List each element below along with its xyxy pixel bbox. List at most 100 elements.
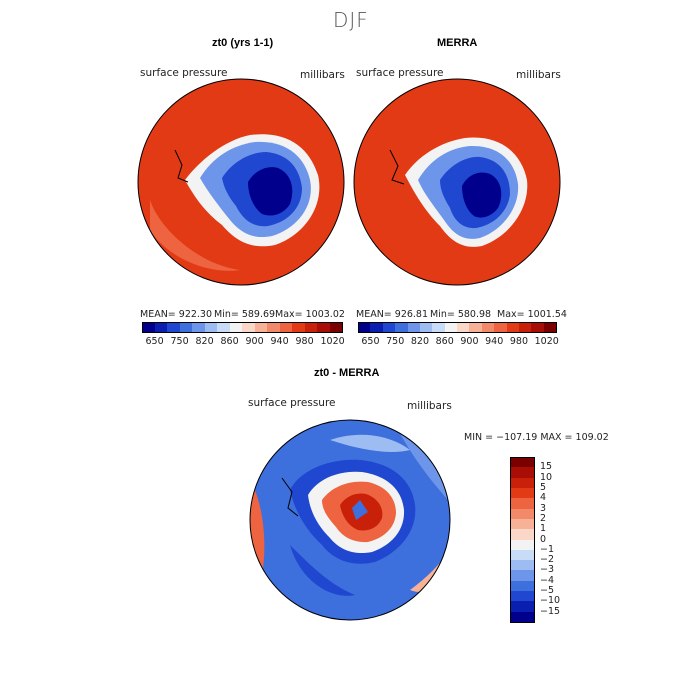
colorbar-tick-label: 940: [485, 336, 504, 347]
colorbar-tick-label: 650: [361, 336, 380, 347]
colorbar-tick-label: 650: [145, 336, 164, 347]
panel3-colorbar-ticks: 15 10 5 4 3 2 1 0 −1 −2 −3 −4 −5 −10 −15: [540, 457, 580, 622]
colorbar-tick-label: 820: [195, 336, 214, 347]
colorbar-tick-label: −4: [540, 574, 555, 586]
colorbar-tick-label: 2: [540, 512, 547, 524]
colorbar-cell: [154, 322, 168, 333]
panel3-range: MIN = −107.19 MAX = 109.02: [464, 432, 609, 443]
panel3-units-label: millibars: [407, 400, 452, 412]
colorbar-tick-label: 750: [386, 336, 405, 347]
panel1-units-label: millibars: [300, 69, 345, 81]
colorbar-tick-label: 980: [509, 336, 529, 347]
colorbar-tick-label: −5: [540, 585, 555, 597]
panel1-colorbar: [142, 322, 343, 333]
colorbar-cell: [254, 322, 268, 333]
panel1-min: Min= 589.69: [214, 309, 276, 320]
colorbar-cell: [358, 322, 371, 333]
colorbar-cell: [204, 322, 218, 333]
colorbar-cell: [395, 322, 408, 333]
colorbar-cell: [510, 457, 535, 468]
colorbar-cell: [494, 322, 507, 333]
colorbar-cell: [510, 601, 535, 613]
colorbar-cell: [192, 322, 205, 333]
colorbar-cell: [510, 508, 535, 520]
colorbar-cell: [279, 322, 293, 333]
colorbar-tick-label: 900: [460, 336, 479, 347]
panel1-mean: MEAN= 922.30: [140, 309, 213, 320]
colorbar-cell: [481, 322, 495, 333]
colorbar-tick-label: 980: [295, 336, 314, 347]
colorbar-cell: [510, 529, 535, 540]
panel2-mean: MEAN= 926.81: [356, 309, 429, 320]
colorbar-tick-label: 1: [540, 523, 547, 535]
colorbar-cell: [304, 322, 318, 333]
panel1-colorbar-ticks: 650 750 820 860 900 940 980 1020: [142, 336, 345, 348]
colorbar-tick-label: 10: [540, 471, 553, 483]
colorbar-tick-label: −15: [540, 605, 561, 617]
colorbar-cell: [510, 611, 535, 623]
colorbar-cell: [419, 322, 433, 333]
colorbar-cell: [510, 467, 535, 479]
panel3-title: zt0 - MERRA: [314, 367, 380, 379]
panel2-units-label: millibars: [516, 69, 561, 81]
panel3-colorbar: [510, 457, 535, 623]
colorbar-tick-label: 5: [540, 481, 547, 493]
colorbar-cell: [179, 322, 193, 333]
colorbar-cell: [518, 322, 532, 333]
colorbar-tick-label: 15: [540, 461, 553, 473]
colorbar-tick-label: 940: [270, 336, 289, 347]
colorbar-cell: [506, 322, 520, 333]
panel2-colorbar: [358, 322, 557, 333]
colorbar-tick-label: −3: [540, 564, 555, 576]
panel1-max: Max= 1003.02: [275, 309, 345, 320]
colorbar-cell: [531, 322, 545, 333]
colorbar-cell: [510, 549, 535, 561]
figure-title: DJF: [333, 8, 369, 32]
colorbar-cell: [267, 322, 280, 333]
colorbar-cell: [444, 322, 458, 333]
colorbar-cell: [469, 322, 483, 333]
panel2-colorbar-ticks: 650 750 820 860 900 940 980 1020: [358, 336, 559, 348]
colorbar-tick-label: 820: [410, 336, 430, 347]
colorbar-tick-label: 1020: [534, 336, 559, 347]
colorbar-cell: [329, 322, 343, 333]
colorbar-tick-label: 860: [220, 336, 239, 347]
colorbar-tick-label: 1020: [320, 336, 345, 347]
panel1-title: zt0 (yrs 1-1): [212, 37, 274, 49]
colorbar-tick-label: 3: [540, 502, 547, 514]
colorbar-cell: [370, 322, 384, 333]
colorbar-tick-label: −10: [540, 595, 561, 607]
colorbar-cell: [407, 322, 421, 333]
panel3-variable-label: surface pressure: [248, 397, 336, 409]
panel2-variable-label: surface pressure: [356, 67, 444, 79]
colorbar-tick-label: 0: [540, 533, 547, 545]
colorbar-cell: [242, 322, 255, 333]
panel2-min: Min= 580.98: [430, 309, 492, 320]
colorbar-cell: [510, 487, 535, 499]
colorbar-cell: [510, 560, 535, 571]
colorbar-cell: [510, 570, 535, 582]
colorbar-cell: [229, 322, 243, 333]
colorbar-cell: [510, 591, 535, 602]
colorbar-cell: [292, 322, 305, 333]
colorbar-cell: [510, 477, 535, 489]
panel2-title: MERRA: [437, 37, 478, 49]
colorbar-cell: [167, 322, 180, 333]
colorbar-cell: [510, 498, 535, 510]
colorbar-cell: [510, 539, 535, 551]
colorbar-tick-label: −1: [540, 543, 555, 555]
colorbar-tick-label: −2: [540, 554, 555, 566]
colorbar-cell: [543, 322, 557, 333]
colorbar-cell: [457, 322, 470, 333]
colorbar-cell: [317, 322, 330, 333]
colorbar-cell: [217, 322, 230, 333]
colorbar-tick-label: 860: [435, 336, 454, 347]
panel2-max: Max= 1001.54: [497, 309, 567, 320]
colorbar-tick-label: 4: [540, 492, 547, 504]
colorbar-cell: [382, 322, 396, 333]
colorbar-cell: [510, 518, 535, 530]
colorbar-cell: [142, 322, 155, 333]
